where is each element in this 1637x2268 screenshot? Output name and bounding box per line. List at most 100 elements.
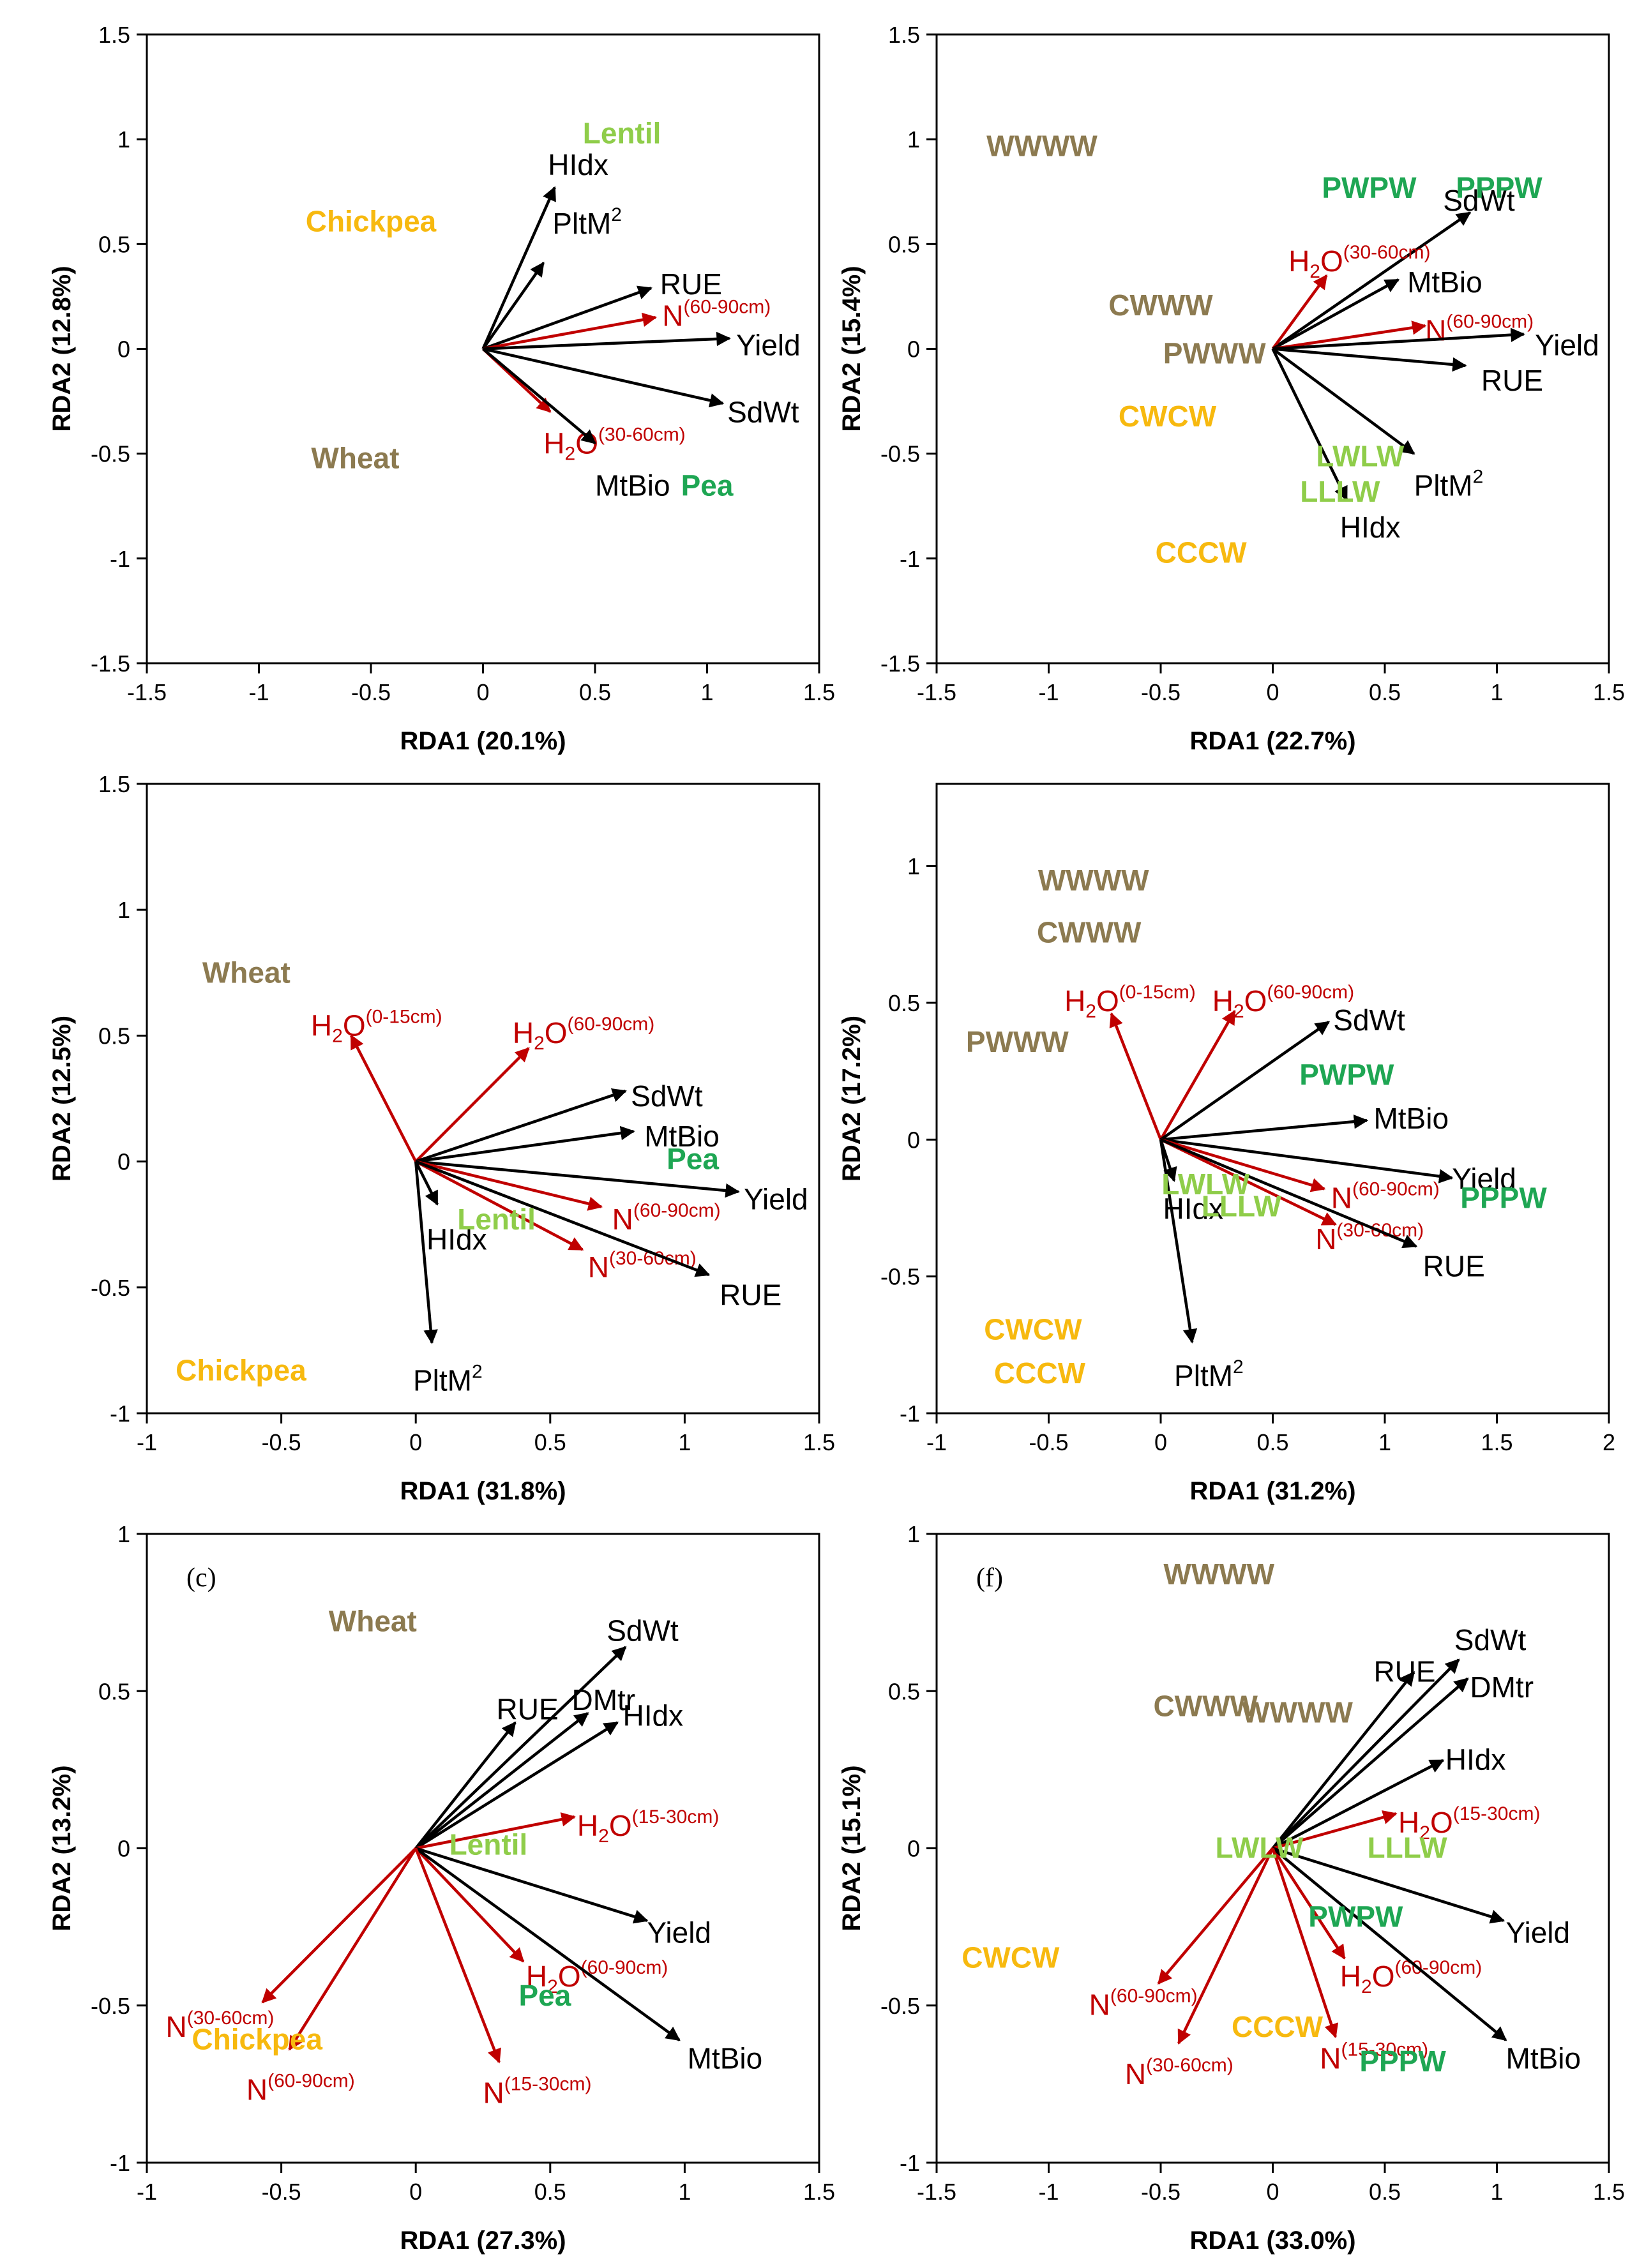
arrow-label: RUE xyxy=(1423,1250,1485,1283)
x-tick-label: 0.5 xyxy=(1369,679,1401,705)
arrow-label: DMtr xyxy=(571,1683,635,1716)
x-tick-label: 1.5 xyxy=(1481,1429,1513,1455)
treatment-label: CCCW xyxy=(1156,536,1248,569)
arrow-label: H2O(15-30cm) xyxy=(1398,1803,1540,1844)
loading-arrow xyxy=(414,1711,589,1850)
plot-frame xyxy=(146,783,820,1415)
loading-arrow xyxy=(1160,1138,1454,1183)
arrow-label: H2O(60-90cm) xyxy=(1340,1957,1482,1997)
x-tick-label: 0 xyxy=(1266,679,1279,705)
x-axis-title: RDA1 (22.7%) xyxy=(1189,727,1355,755)
loading-arrow xyxy=(1159,1139,1198,1344)
arrow-label: PltM2 xyxy=(1414,466,1484,502)
treatment-label: LWLW xyxy=(1316,439,1405,472)
loading-arrow xyxy=(414,1047,530,1163)
x-tick-label: 0.5 xyxy=(534,2179,566,2205)
x-tick-label: 0.5 xyxy=(579,679,611,705)
loading-arrow xyxy=(414,1847,501,2064)
loading-arrow xyxy=(1272,347,1415,455)
arrow-label: SdWt xyxy=(631,1079,703,1113)
arrow-label: SdWt xyxy=(1454,1623,1527,1656)
treatment-label: Wheat xyxy=(202,956,290,989)
arrow-label: RUE xyxy=(1373,1655,1435,1688)
treatment-label: PWWW xyxy=(966,1025,1069,1058)
treatment-label: Chickpea xyxy=(176,1354,306,1387)
y-tick-label: 0 xyxy=(907,1127,920,1153)
treatment-label: PWPW xyxy=(1299,1058,1394,1092)
x-tick-label: -0.5 xyxy=(1141,2179,1181,2205)
x-axis-title: RDA1 (27.3%) xyxy=(400,2227,566,2255)
x-tick-label: 1 xyxy=(678,1429,691,1455)
loading-arrow xyxy=(1271,1847,1339,2039)
y-tick-label: 0.5 xyxy=(888,1678,920,1704)
loading-arrow xyxy=(415,1160,711,1277)
y-tick-label: -0.5 xyxy=(91,1275,130,1301)
loading-arrow xyxy=(1109,1012,1163,1141)
loading-arrow xyxy=(415,1160,584,1251)
rda-panel-4: -1 -0.5 0 0.5 1 1.5 2 -1 -0.5 0 0.5 1 RDA1 (31.2%) RD… xyxy=(838,783,1615,1505)
arrow-label: RUE xyxy=(1481,364,1543,397)
y-tick-label: 1 xyxy=(907,126,920,153)
arrow-label: N(30-60cm) xyxy=(1125,2055,1233,2091)
treatment-label: CWCW xyxy=(984,1312,1082,1346)
arrow-label: RUE xyxy=(660,267,722,301)
treatment-label: PPPW xyxy=(1460,1181,1547,1214)
loading-arrow xyxy=(1177,1847,1274,2045)
y-axis-title: RDA2 (15.4%) xyxy=(838,266,866,432)
loading-arrow xyxy=(1272,211,1472,350)
y-tick-label: 1 xyxy=(907,853,920,880)
treatment-label: Chickpea xyxy=(192,2023,322,2056)
x-tick-label: 0.5 xyxy=(1369,2179,1401,2205)
y-tick-label: -1 xyxy=(900,1401,920,1427)
arrow-label: N(60-90cm) xyxy=(246,2071,355,2107)
loading-arrow xyxy=(414,1160,439,1206)
x-tick-label: 0 xyxy=(409,1429,422,1455)
loading-arrow xyxy=(481,186,556,350)
x-tick-label: 1.5 xyxy=(1593,679,1625,705)
x-tick-label: 1 xyxy=(1490,679,1503,705)
y-tick-label: 0.5 xyxy=(888,231,920,257)
arrow-label: MtBio xyxy=(1373,1102,1449,1135)
x-tick-label: -0.5 xyxy=(262,2179,301,2205)
loading-arrow xyxy=(415,1847,649,1924)
arrow-label: Yield xyxy=(1452,1162,1516,1195)
arrow-label: N(15-30cm) xyxy=(483,2073,592,2109)
arrow-label: Yield xyxy=(1506,1916,1571,1949)
treatment-label: WWWW xyxy=(1242,1696,1353,1729)
x-axis-title: RDA1 (33.0%) xyxy=(1189,2227,1355,2255)
x-tick-label: -1 xyxy=(1038,2179,1059,2205)
panel-label: (f) xyxy=(976,1563,1003,1593)
arrow-label: Yield xyxy=(736,328,801,361)
treatment-label: PPPW xyxy=(1456,171,1543,204)
loading-arrow xyxy=(415,1088,627,1163)
arrow-label: Yield xyxy=(647,1916,711,1949)
arrow-label: H2O(60-90cm) xyxy=(513,1014,654,1054)
y-tick-label: -0.5 xyxy=(91,1993,130,2019)
x-tick-label: -0.5 xyxy=(351,679,391,705)
treatment-label: CWWW xyxy=(1153,1690,1258,1723)
loading-arrow xyxy=(414,1646,627,1850)
loading-arrow xyxy=(1272,1759,1445,1850)
x-axis-title: RDA1 (31.8%) xyxy=(400,1477,566,1505)
loading-arrow xyxy=(483,312,657,350)
treatment-label: Lentil xyxy=(583,117,661,150)
y-axis-title: RDA2 (15.1%) xyxy=(838,1765,866,1931)
x-tick-label: 0 xyxy=(1266,2179,1279,2205)
arrow-label: N(30-60cm) xyxy=(165,2008,274,2043)
y-tick-label: 0 xyxy=(907,1836,920,1862)
x-tick-label: 1.5 xyxy=(803,2179,835,2205)
x-tick-label: -0.5 xyxy=(1141,679,1181,705)
arrow-label: N(30-60cm) xyxy=(1315,1220,1424,1256)
y-axis-title: RDA2 (17.2%) xyxy=(838,1016,866,1182)
loading-arrow xyxy=(1271,1658,1460,1850)
arrow-label: RUE xyxy=(497,1693,559,1726)
x-tick-label: -0.5 xyxy=(262,1429,301,1455)
y-tick-label: 1 xyxy=(117,897,130,923)
arrow-label: MtBio xyxy=(1407,266,1482,299)
loading-arrow xyxy=(1272,1810,1398,1850)
x-tick-label: 0.5 xyxy=(534,1429,566,1455)
loading-arrow xyxy=(1271,1671,1415,1849)
y-tick-label: 0 xyxy=(907,336,920,363)
arrow-label: N(30-60cm) xyxy=(588,1248,697,1284)
